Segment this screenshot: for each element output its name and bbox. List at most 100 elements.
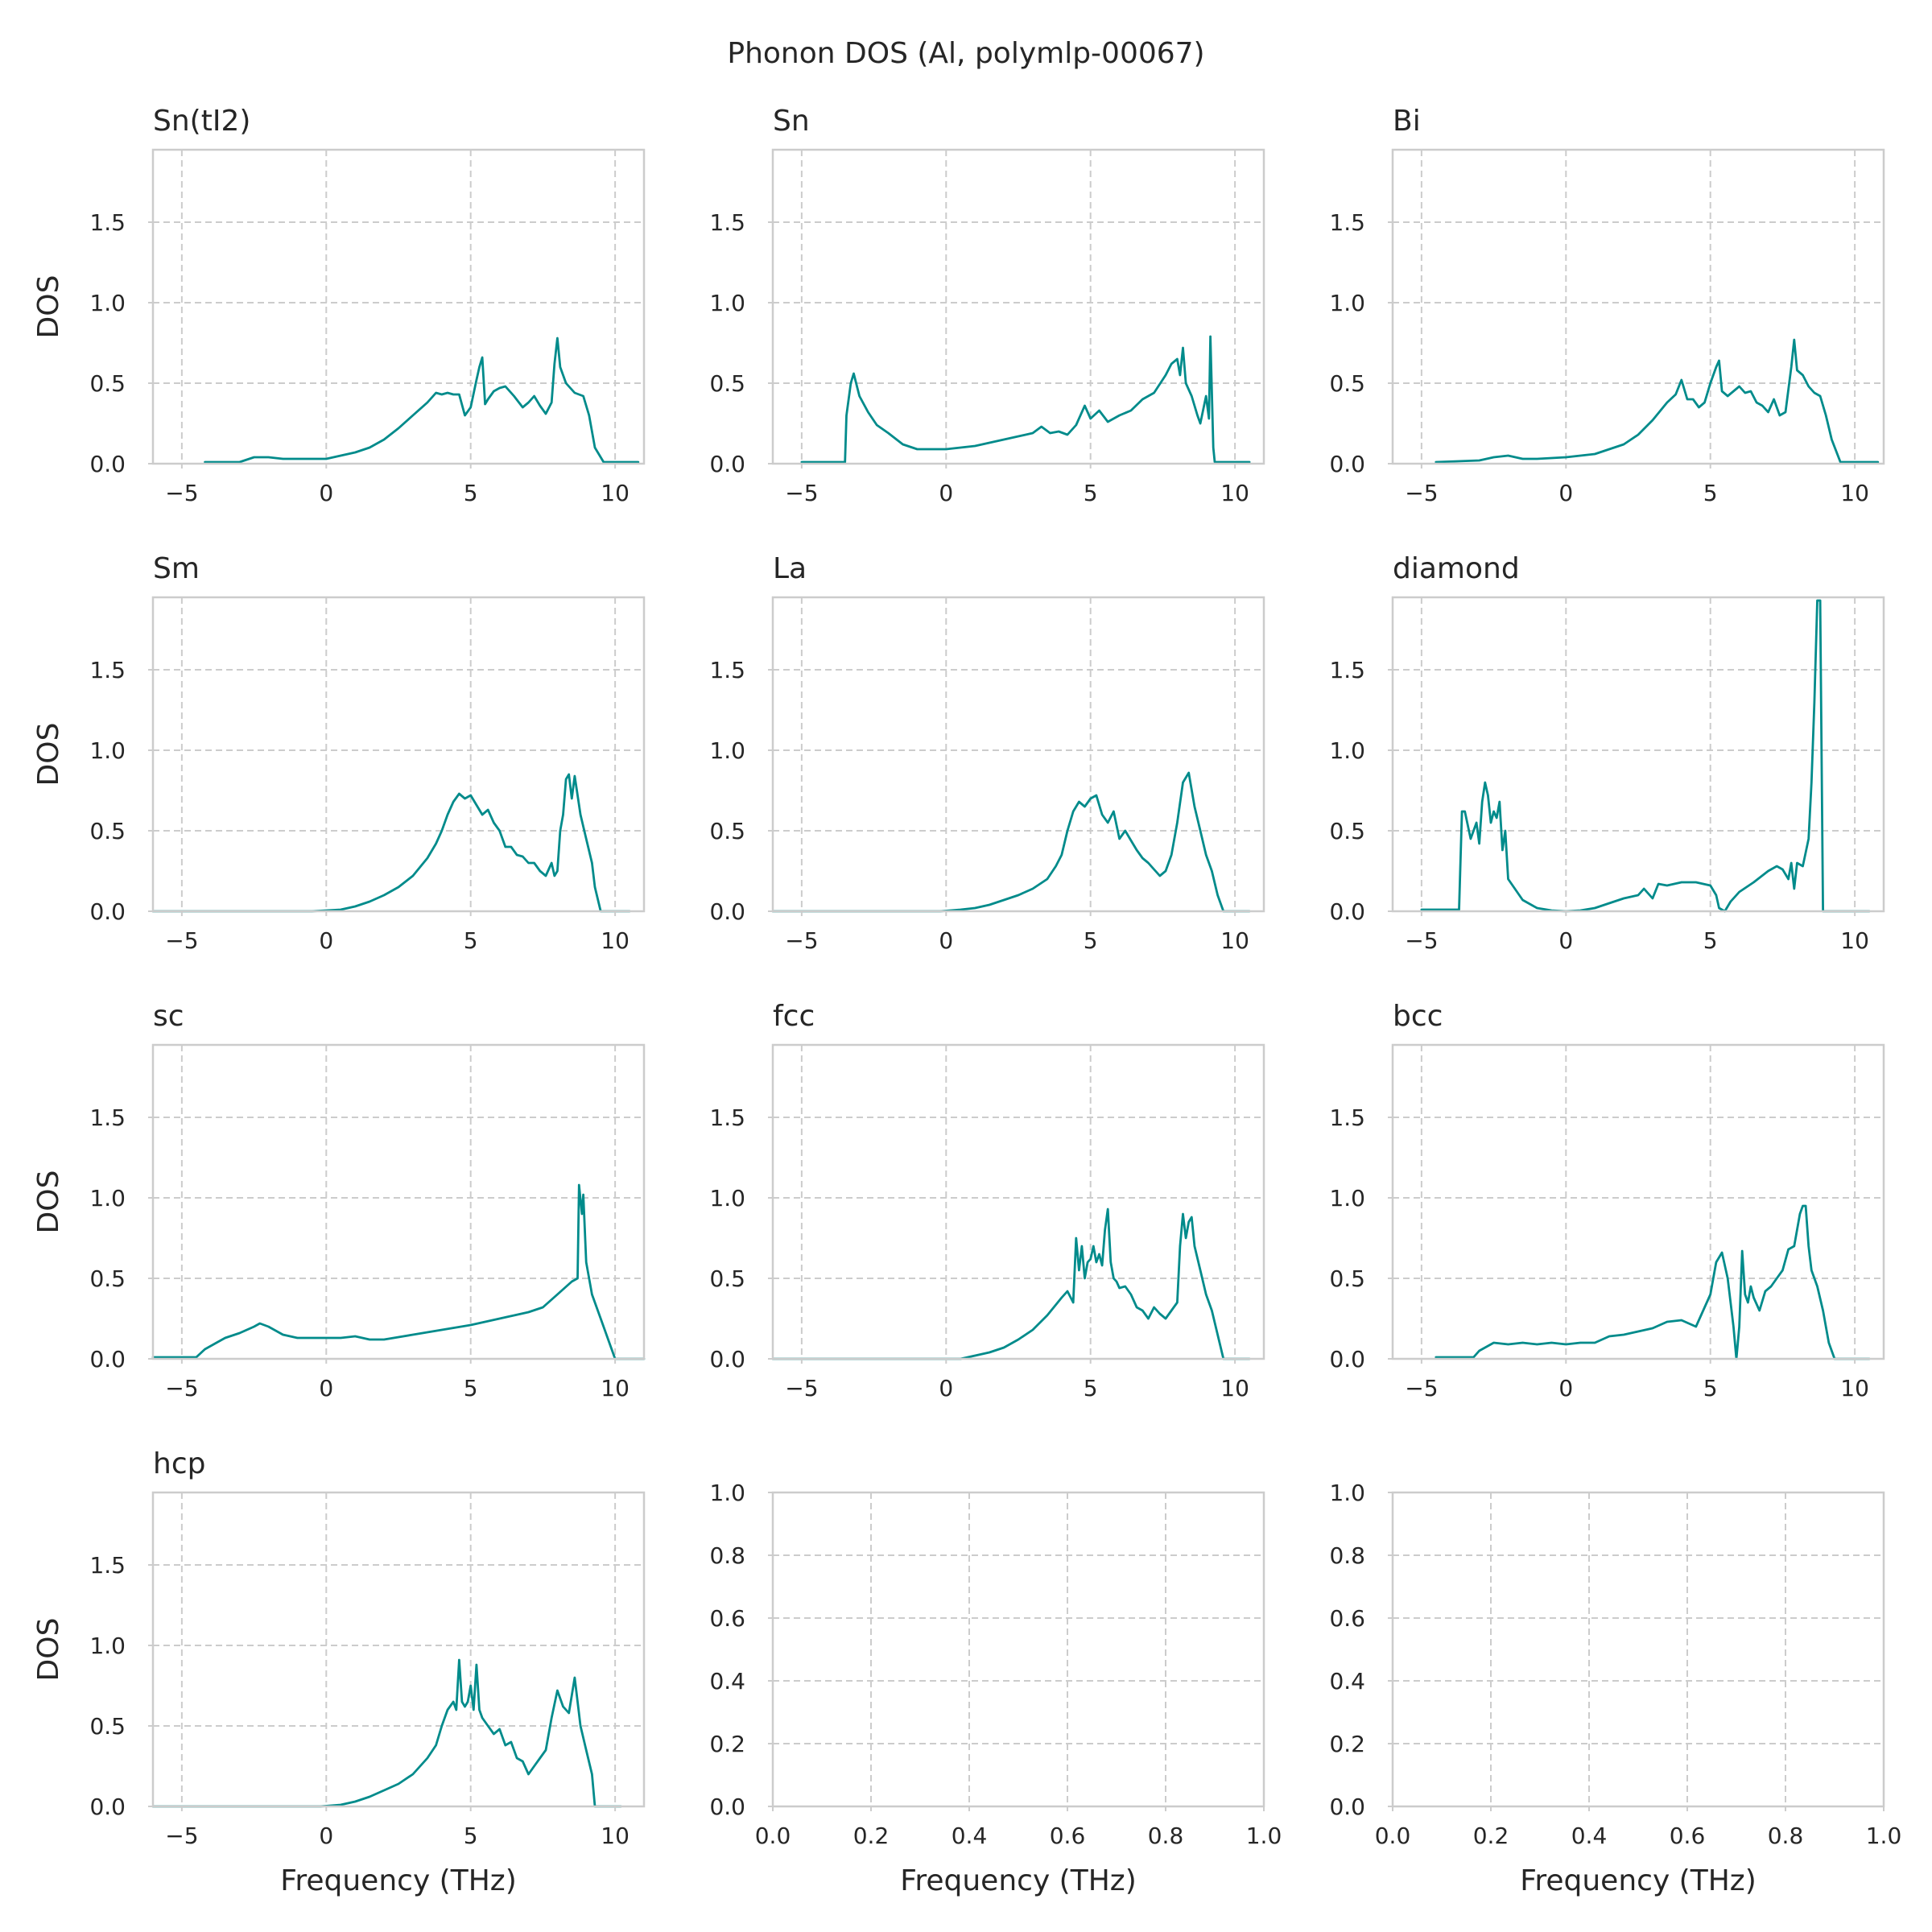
- axes-frame: [151, 148, 646, 465]
- y-tick-label: 0.0: [89, 898, 126, 925]
- x-tick-label: 0.6: [1050, 1823, 1086, 1849]
- dos-line: [151, 1183, 646, 1360]
- panel-10: 0.0 0.2 0.4 0.6 0.8 1.0 0.0 0.2 0.4 0.6 0.8 1.0 Freq…: [709, 1480, 1282, 1897]
- y-tick-label: 1.0: [709, 290, 745, 316]
- x-tick-label: 10: [601, 927, 630, 954]
- x-tick-label: −5: [1405, 1375, 1438, 1402]
- x-tick-label: −5: [785, 1375, 818, 1402]
- y-tick-label: 1.5: [89, 209, 126, 236]
- panel-9: −5 0 5 10 0.0 0.5 1.0 1.5 hcp DOS Frequency (THz): [32, 1447, 646, 1897]
- y-tick-label: 1.5: [709, 209, 745, 236]
- x-tick-label: 5: [464, 1375, 478, 1402]
- x-tick-label: 0.4: [952, 1823, 988, 1849]
- y-tick-label: 0.0: [709, 898, 745, 925]
- panel-0: −5 0 5 10 0.0 0.5 1.0 1.5 Sn(tI2) DOS: [32, 105, 646, 506]
- y-tick-label: 0.4: [709, 1668, 745, 1695]
- y-tick-label: 0.0: [89, 1346, 126, 1373]
- x-axis-label: Frequency (THz): [280, 1864, 516, 1897]
- dos-line: [1435, 1204, 1871, 1360]
- panel-4: −5 0 5 10 0.0 0.5 1.0 1.5 La: [709, 552, 1265, 954]
- y-tick-label: 0.8: [709, 1542, 745, 1569]
- y-tick-label: 1.5: [1329, 657, 1365, 683]
- x-tick-label: 0.8: [1148, 1823, 1184, 1849]
- panel-title: La: [773, 552, 807, 585]
- y-tick-label: 1.0: [1329, 737, 1365, 764]
- x-tick-label: 0.6: [1670, 1823, 1706, 1849]
- x-tick-label: −5: [165, 1823, 198, 1849]
- y-tick-label: 1.5: [89, 657, 126, 683]
- x-tick-label: −5: [785, 480, 818, 506]
- x-tick-label: 1.0: [1866, 1823, 1902, 1849]
- x-tick-label: 10: [601, 1823, 630, 1849]
- axes-frame: [771, 596, 1265, 913]
- y-tick-label: 1.0: [709, 1480, 745, 1506]
- x-tick-label: −5: [165, 480, 198, 506]
- y-axis-label: DOS: [32, 1618, 65, 1682]
- x-tick-label: 10: [601, 1375, 630, 1402]
- y-tick-label: 0.5: [89, 370, 126, 397]
- panel-title: Bi: [1393, 105, 1421, 138]
- y-tick-label: 1.0: [709, 737, 745, 764]
- x-tick-label: 0: [1558, 1375, 1573, 1402]
- x-tick-label: −5: [1405, 480, 1438, 506]
- x-tick-label: 0.0: [1375, 1823, 1411, 1849]
- dos-line: [771, 771, 1251, 913]
- axes-frame: [771, 1043, 1265, 1360]
- x-tick-label: 10: [1840, 1375, 1869, 1402]
- panel-7: −5 0 5 10 0.0 0.5 1.0 1.5 fcc: [709, 1000, 1265, 1402]
- y-tick-label: 1.5: [1329, 1104, 1365, 1131]
- dos-line: [151, 1658, 622, 1808]
- x-tick-label: 0: [319, 927, 333, 954]
- x-tick-label: −5: [165, 927, 198, 954]
- y-tick-label: 0.6: [1329, 1605, 1365, 1632]
- x-tick-label: −5: [785, 927, 818, 954]
- axes-frame: [1391, 596, 1885, 913]
- x-tick-label: 0: [939, 1375, 953, 1402]
- y-tick-label: 0.5: [709, 370, 745, 397]
- y-tick-label: 0.5: [89, 1713, 126, 1740]
- axes-frame: [1391, 1491, 1885, 1808]
- y-tick-label: 1.5: [89, 1104, 126, 1131]
- y-tick-label: 1.0: [89, 1185, 126, 1212]
- y-tick-label: 0.0: [89, 1794, 126, 1820]
- y-tick-label: 1.0: [1329, 290, 1365, 316]
- panel-title: Sm: [153, 552, 200, 585]
- x-tick-label: 5: [1703, 927, 1718, 954]
- y-tick-label: 1.5: [89, 1552, 126, 1579]
- x-tick-label: 10: [1840, 480, 1869, 506]
- panel-title: sc: [153, 1000, 184, 1033]
- panel-title: Sn: [773, 105, 810, 138]
- panel-11: 0.0 0.2 0.4 0.6 0.8 1.0 0.0 0.2 0.4 0.6 0.8 1.0 Freq…: [1329, 1480, 1901, 1897]
- dos-line: [771, 1208, 1251, 1360]
- x-tick-label: 5: [464, 927, 478, 954]
- y-tick-label: 0.5: [89, 1265, 126, 1292]
- y-tick-label: 0.0: [1329, 898, 1365, 925]
- y-tick-label: 1.5: [709, 657, 745, 683]
- x-axis-label: Frequency (THz): [1520, 1864, 1756, 1897]
- x-tick-label: 0: [939, 480, 953, 506]
- y-tick-label: 0.5: [1329, 370, 1365, 397]
- y-tick-label: 1.0: [1329, 1185, 1365, 1212]
- x-tick-label: −5: [1405, 927, 1438, 954]
- panel-title: diamond: [1393, 552, 1520, 585]
- y-tick-label: 0.0: [709, 1794, 745, 1820]
- x-tick-label: 5: [1084, 480, 1098, 506]
- y-tick-label: 1.5: [1329, 209, 1365, 236]
- y-tick-label: 0.6: [709, 1605, 745, 1632]
- panel-3: −5 0 5 10 0.0 0.5 1.0 1.5 Sm DOS: [32, 552, 646, 954]
- y-tick-label: 0.0: [89, 451, 126, 477]
- y-tick-label: 0.2: [709, 1731, 745, 1757]
- y-tick-label: 0.5: [1329, 1265, 1365, 1292]
- y-axis-label: DOS: [32, 723, 65, 786]
- dos-line: [1420, 599, 1871, 913]
- panel-title: Sn(tI2): [153, 105, 250, 138]
- y-tick-label: 1.0: [89, 290, 126, 316]
- axes-frame: [771, 148, 1265, 465]
- figure-title: Phonon DOS (Al, polymlp-00067): [727, 37, 1204, 70]
- y-tick-label: 0.0: [1329, 1794, 1365, 1820]
- y-tick-label: 0.2: [1329, 1731, 1365, 1757]
- y-tick-label: 0.5: [89, 818, 126, 844]
- x-tick-label: 10: [1220, 1375, 1249, 1402]
- y-tick-label: 0.5: [1329, 818, 1365, 844]
